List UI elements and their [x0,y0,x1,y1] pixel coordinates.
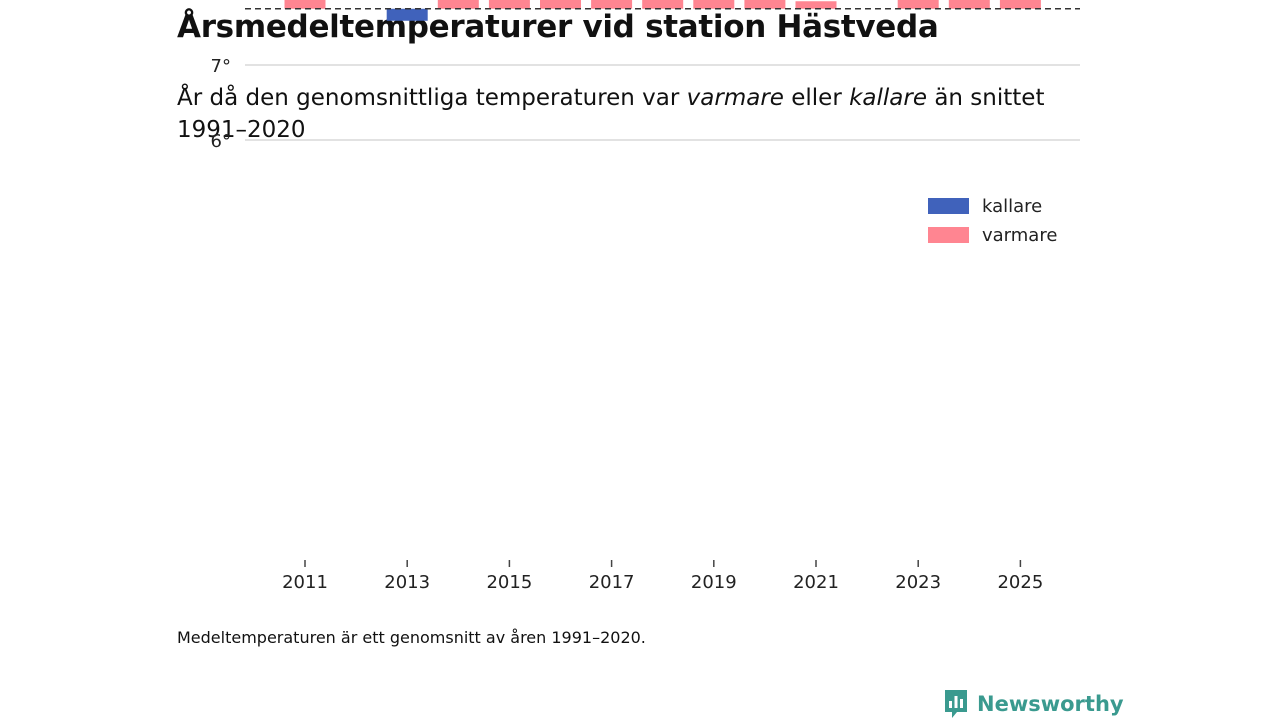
bar-2015 [488,0,530,9]
legend-swatch-cold [928,198,969,214]
footnote: Medeltemperaturen är ett genomsnitt av å… [177,628,646,647]
brand-logo[interactable]: Newsworthy [943,688,1124,720]
y-tick-label: 8° [211,0,231,2]
legend-label-warm: varmare [982,225,1057,246]
grid-layer [245,64,1080,141]
bar-layer [284,0,1041,21]
x-tick-label: 2015 [486,572,532,593]
bar-2017 [591,0,633,9]
temperature-bar-chart: 6°7°8°9°10°20112013201520172019202120232… [211,0,1080,593]
bar-2025 [999,0,1041,9]
newsworthy-logo-icon [945,690,967,718]
bar-2014 [437,0,479,9]
bar-2021 [795,1,837,9]
legend: kallare varmare [920,190,1068,252]
bar-2016 [540,0,581,9]
legend-label-cold: kallare [982,196,1042,217]
legend-swatch-warm [928,227,969,243]
y-tick-label: 6° [211,131,231,152]
bar-2011 [284,0,326,9]
bar-2019 [693,0,735,9]
subtitle-part3: än snittet 1991–2020 [177,85,1045,143]
x-tick-label: 2023 [895,572,941,593]
x-tick-label: 2025 [997,572,1043,593]
chart-subtitle: År då den genomsnittliga temperaturen va… [177,82,1057,146]
axis-layer: 6°7°8°9°10°20112013201520172019202120232… [211,0,1044,593]
brand-name: Newsworthy [977,692,1124,716]
y-tick-label: 7° [211,56,231,77]
bar-2020 [744,0,786,9]
x-tick-label: 2011 [282,572,328,593]
bar-2013 [386,8,428,21]
subtitle-cold: kallare [849,85,928,111]
subtitle-part2: eller [783,85,850,111]
bar-2023 [897,0,939,9]
bar-2024 [948,0,990,9]
x-tick-label: 2017 [589,572,635,593]
x-tick-label: 2021 [793,572,839,593]
subtitle-warm: varmare [686,85,784,111]
chart-title: Årsmedeltemperaturer vid station Hästved… [177,9,939,45]
bar-2018 [642,0,684,9]
x-tick-label: 2019 [691,572,737,593]
subtitle-part1: År då den genomsnittliga temperaturen va… [177,85,687,111]
x-tick-label: 2013 [384,572,430,593]
